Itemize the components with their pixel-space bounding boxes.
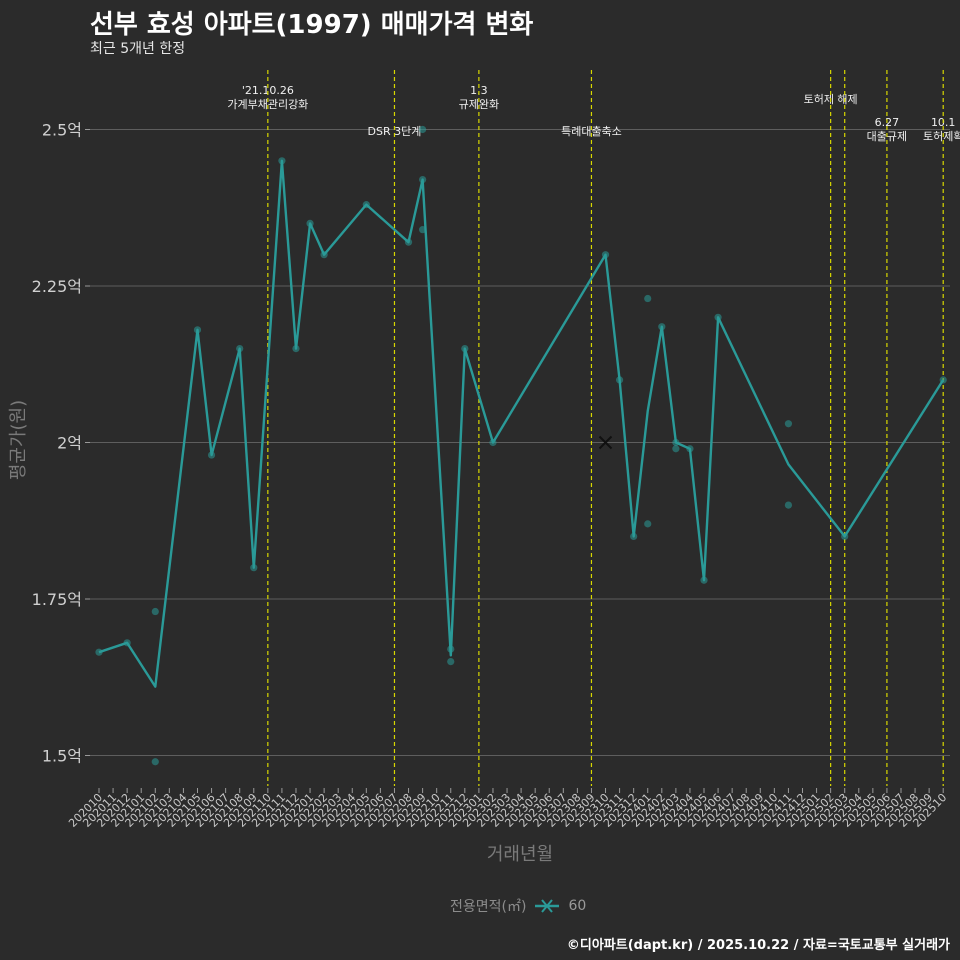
data-point bbox=[630, 532, 638, 541]
y-tick-label: 1.5억 bbox=[42, 747, 82, 766]
data-point bbox=[489, 438, 497, 447]
data-point bbox=[292, 345, 300, 353]
data-point bbox=[672, 438, 680, 447]
x-axis-label: 거래년월 bbox=[486, 844, 554, 865]
data-point bbox=[151, 607, 159, 616]
legend-key-icon bbox=[535, 899, 560, 913]
data-point bbox=[278, 157, 286, 165]
chart-title: 선부 효성 아파트(1997) 매매가격 변화 bbox=[90, 10, 534, 40]
data-point bbox=[306, 219, 314, 227]
data-point bbox=[320, 251, 328, 259]
event-label: DSR 3단계 bbox=[368, 125, 422, 138]
y-tick-label: 1.75억 bbox=[32, 590, 82, 609]
data-point bbox=[784, 501, 793, 509]
event-label: 규제완화 bbox=[459, 98, 499, 111]
data-point bbox=[939, 376, 947, 384]
data-point bbox=[419, 175, 427, 184]
source-caption: ©디아파트(dapt.kr) / 2025.10.22 / 자료=국토교통부 실… bbox=[566, 938, 950, 953]
data-point bbox=[151, 758, 159, 766]
data-point bbox=[250, 564, 258, 572]
data-point bbox=[784, 420, 793, 428]
legend: 전용면적(㎡) 60 bbox=[450, 896, 586, 916]
data-point bbox=[615, 376, 624, 384]
data-point bbox=[686, 445, 694, 453]
x-marker-stroke bbox=[598, 435, 613, 450]
event-label: '21.10.26 bbox=[242, 84, 294, 97]
data-point bbox=[658, 323, 666, 331]
data-point bbox=[95, 648, 103, 656]
y-axis-label: 평균가(원) bbox=[8, 399, 29, 481]
y-tick-label: 2.5억 bbox=[42, 121, 82, 140]
chart-subtitle: 최근 5개년 한정 bbox=[90, 41, 186, 57]
data-point bbox=[193, 326, 202, 334]
data-point bbox=[714, 313, 722, 321]
data-point bbox=[672, 445, 680, 453]
event-label: 가계부채관리강화 bbox=[227, 98, 308, 111]
legend-entry-60: 60 bbox=[568, 898, 587, 914]
data-point bbox=[236, 345, 244, 353]
data-point bbox=[461, 345, 469, 353]
y-tick-label: 2억 bbox=[57, 434, 82, 453]
y-tick-label: 2.25억 bbox=[32, 277, 82, 296]
data-point bbox=[123, 639, 131, 647]
data-point bbox=[700, 576, 708, 584]
data-point bbox=[404, 238, 413, 246]
data-point bbox=[644, 294, 652, 303]
data-point bbox=[419, 226, 427, 234]
legend-title: 전용면적(㎡) bbox=[450, 899, 527, 915]
event-label: 1.3 bbox=[470, 84, 488, 97]
data-point bbox=[841, 532, 849, 541]
series-line-60 bbox=[98, 159, 945, 688]
data-point bbox=[207, 451, 216, 459]
event-label: 특례대출축소 bbox=[561, 125, 622, 138]
data-point bbox=[601, 251, 610, 259]
event-label: 토허제확 bbox=[923, 130, 960, 143]
data-point bbox=[447, 645, 455, 653]
data-point bbox=[644, 520, 652, 528]
data-point bbox=[447, 658, 455, 666]
data-point bbox=[362, 201, 370, 209]
x-marker-icon bbox=[598, 435, 613, 450]
data-point bbox=[419, 125, 427, 134]
